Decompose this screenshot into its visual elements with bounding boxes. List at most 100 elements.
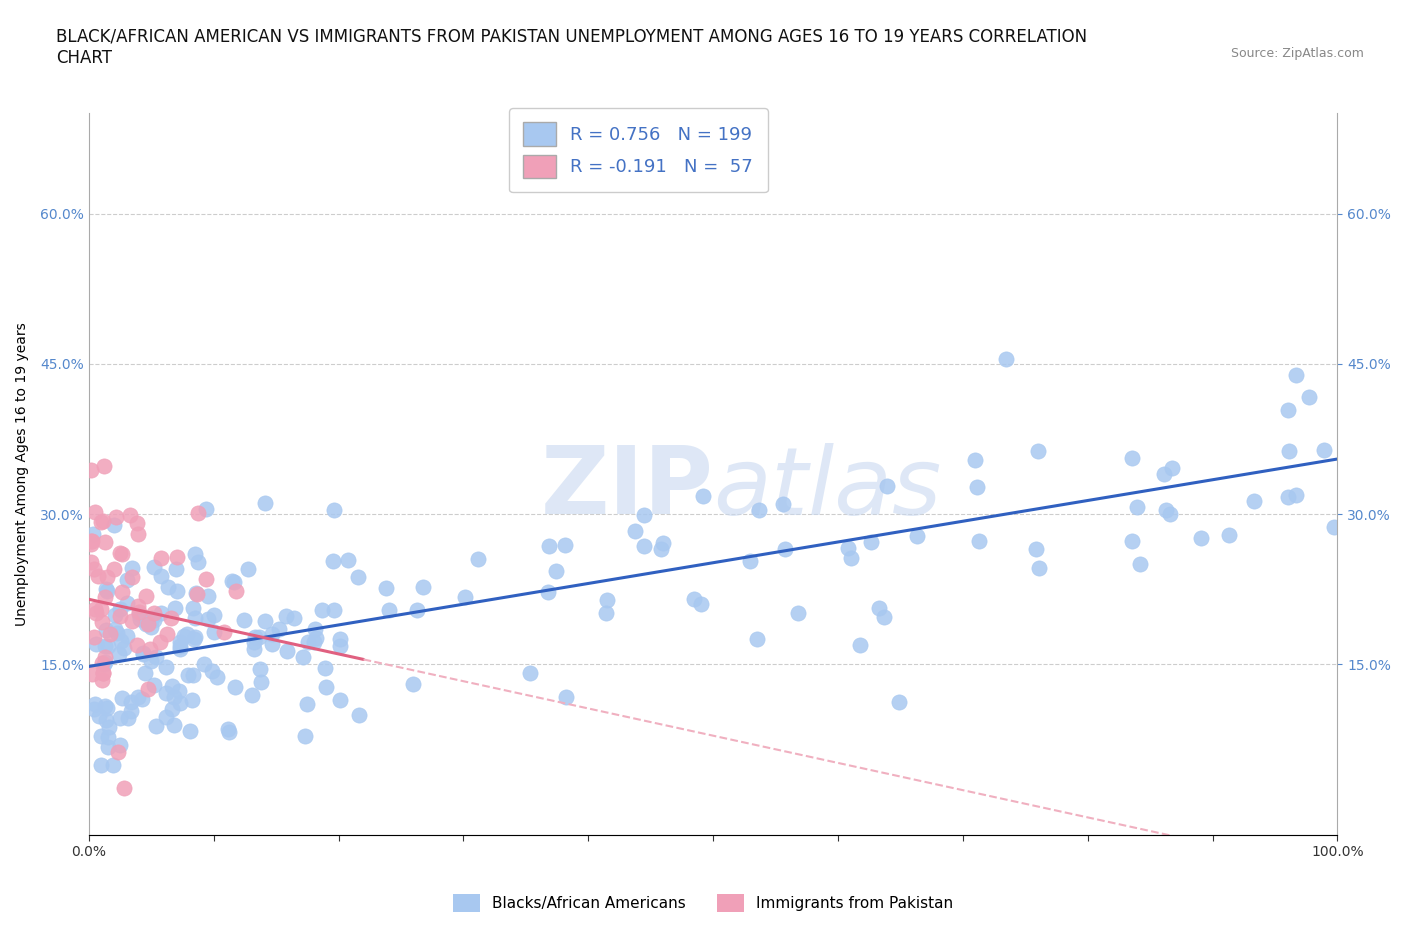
Point xyxy=(79,554,101,569)
Text: BLACK/AFRICAN AMERICAN VS IMMIGRANTS FROM PAKISTAN UNEMPLOYMENT AMONG AGES 16 TO: BLACK/AFRICAN AMERICAN VS IMMIGRANTS FRO… xyxy=(56,28,1087,67)
Point xyxy=(1160,460,1182,475)
Point xyxy=(90,602,112,617)
Point xyxy=(187,555,209,570)
Point xyxy=(142,605,165,620)
Point xyxy=(740,554,762,569)
Point xyxy=(101,757,124,772)
Point xyxy=(184,630,207,644)
Point xyxy=(181,668,204,683)
Point xyxy=(91,665,114,680)
Point xyxy=(347,569,370,584)
Point xyxy=(118,508,141,523)
Point xyxy=(905,528,928,543)
Point xyxy=(633,508,655,523)
Point xyxy=(1189,530,1212,545)
Point xyxy=(163,690,186,705)
Point xyxy=(181,600,204,615)
Point xyxy=(166,583,188,598)
Point xyxy=(292,650,315,665)
Point xyxy=(83,562,105,577)
Point xyxy=(83,630,105,644)
Point xyxy=(201,663,224,678)
Point xyxy=(177,668,200,683)
Point xyxy=(150,605,173,620)
Point xyxy=(91,672,114,687)
Point xyxy=(222,575,245,590)
Point xyxy=(181,693,204,708)
Point xyxy=(141,619,163,634)
Point xyxy=(84,605,107,620)
Point xyxy=(156,627,179,642)
Point xyxy=(254,614,277,629)
Point xyxy=(412,579,434,594)
Point xyxy=(169,641,191,656)
Point xyxy=(90,728,112,743)
Point xyxy=(651,536,673,551)
Point xyxy=(90,515,112,530)
Point xyxy=(184,547,207,562)
Point xyxy=(184,585,207,600)
Point xyxy=(260,637,283,652)
Point xyxy=(253,496,276,511)
Point xyxy=(94,712,117,727)
Point xyxy=(1312,443,1334,458)
Point xyxy=(839,551,862,565)
Point xyxy=(135,616,157,631)
Point xyxy=(98,627,121,642)
Point xyxy=(93,458,115,473)
Point xyxy=(104,621,127,636)
Point xyxy=(323,503,346,518)
Point xyxy=(347,707,370,722)
Point xyxy=(104,607,127,622)
Point xyxy=(1121,534,1143,549)
Point xyxy=(139,641,162,656)
Legend: Blacks/African Americans, Immigrants from Pakistan: Blacks/African Americans, Immigrants fro… xyxy=(447,888,959,918)
Point xyxy=(162,718,184,733)
Point xyxy=(96,584,118,599)
Point xyxy=(247,630,270,644)
Point xyxy=(336,552,359,567)
Point xyxy=(156,579,179,594)
Text: Source: ZipAtlas.com: Source: ZipAtlas.com xyxy=(1230,46,1364,60)
Point xyxy=(127,598,149,613)
Point xyxy=(689,596,711,611)
Point xyxy=(169,696,191,711)
Point xyxy=(129,612,152,627)
Point xyxy=(454,590,477,604)
Point xyxy=(115,573,138,588)
Point xyxy=(94,655,117,670)
Point xyxy=(169,634,191,649)
Point xyxy=(876,478,898,493)
Point xyxy=(145,649,167,664)
Point xyxy=(187,506,209,521)
Point xyxy=(546,564,568,578)
Point xyxy=(166,550,188,565)
Point xyxy=(136,681,159,696)
Point xyxy=(143,613,166,628)
Point xyxy=(112,641,135,656)
Point xyxy=(97,729,120,744)
Point xyxy=(294,728,316,743)
Point xyxy=(467,551,489,566)
Point xyxy=(1243,494,1265,509)
Point xyxy=(108,646,131,661)
Point xyxy=(205,670,228,684)
Point xyxy=(197,589,219,604)
Point xyxy=(837,540,859,555)
Point xyxy=(94,638,117,653)
Point xyxy=(195,571,218,586)
Point xyxy=(314,660,336,675)
Point xyxy=(243,634,266,649)
Point xyxy=(329,631,352,646)
Point xyxy=(91,615,114,630)
Point xyxy=(117,711,139,725)
Point xyxy=(889,695,911,710)
Point xyxy=(160,610,183,625)
Point xyxy=(80,537,103,551)
Point xyxy=(217,722,239,737)
Point xyxy=(315,680,337,695)
Point xyxy=(111,691,134,706)
Point xyxy=(120,704,142,719)
Point xyxy=(786,605,808,620)
Point xyxy=(176,626,198,641)
